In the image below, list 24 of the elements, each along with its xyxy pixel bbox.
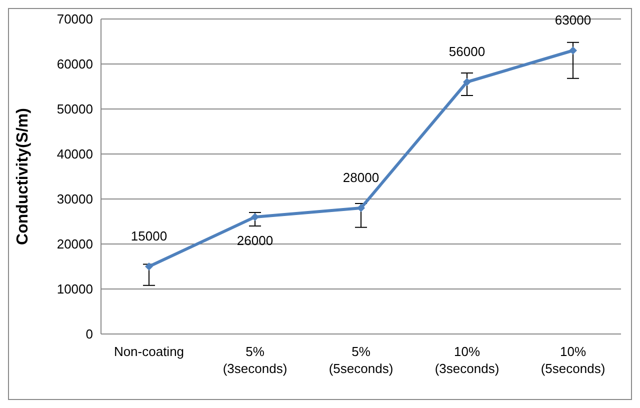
y-tick-label: 70000 [56,12,93,27]
y-tick-label: 30000 [56,192,93,207]
data-label: 15000 [130,228,168,244]
x-tick-label: 5% (3seconds) [222,344,288,376]
point [569,46,577,54]
y-tick-label: 10000 [56,282,93,297]
y-tick-label: 60000 [56,56,93,72]
y-tick-label: 40000 [56,146,93,162]
point [145,262,153,270]
point [251,213,259,221]
x-tick-label: 5% (5seconds) [328,344,394,376]
y-tick-label: 20000 [56,236,93,252]
x-tick-label: 10% (3seconds) [434,344,500,376]
y-tick-label: 0 [86,326,93,342]
data-label: 63000 [554,12,592,28]
x-tick-label: 10% (5seconds) [540,344,606,376]
data-label: 26000 [236,233,274,248]
y-tick-label: 50000 [56,102,93,117]
point [357,204,365,212]
point [463,78,471,86]
data-label: 56000 [448,44,486,59]
y-axis-title: Conductivity(S/m) [14,108,32,245]
x-tick-label: Non-coating [114,344,184,359]
data-label: 28000 [342,170,380,185]
